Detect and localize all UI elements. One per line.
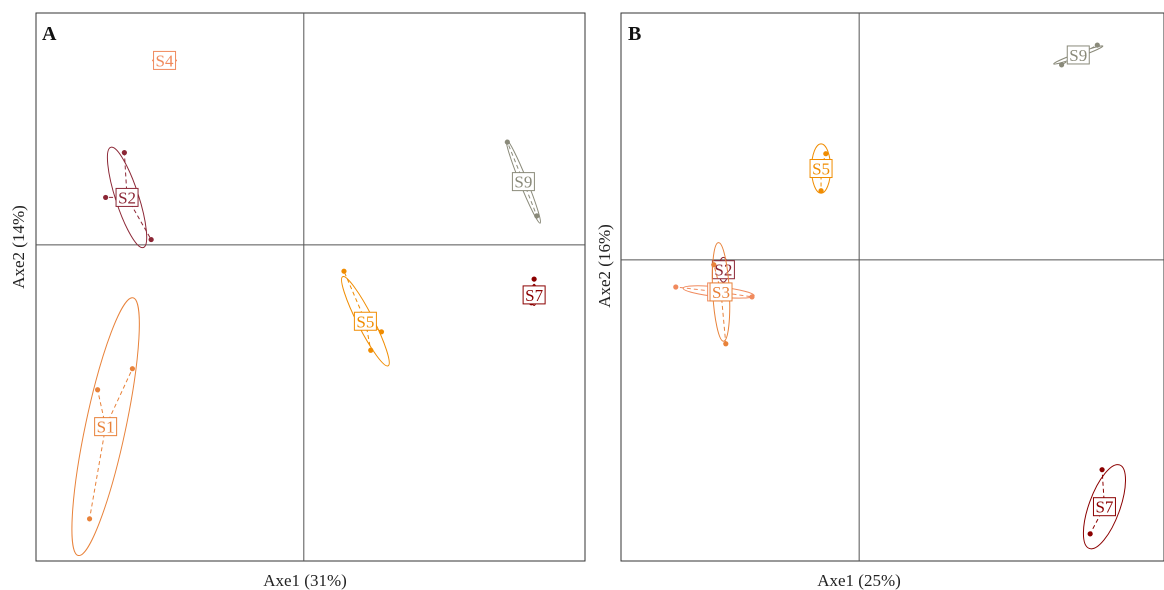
point-s9-0: [504, 139, 510, 145]
label-s9: S9: [1069, 46, 1087, 65]
label-s7: S7: [525, 286, 543, 305]
point-s7-2: [1087, 531, 1093, 537]
point-s2-0: [121, 150, 127, 156]
label-s1: S1: [97, 418, 115, 437]
point-s4-0: [673, 284, 679, 290]
point-s3-1: [723, 341, 729, 347]
label-box-s4: [153, 50, 177, 70]
label-box-s7: [1092, 497, 1116, 517]
y-axis-title-b: Axe2 (16%): [595, 224, 614, 308]
point-s5-1: [818, 188, 824, 194]
point-s7-0: [531, 276, 537, 282]
group-s9: S9: [504, 139, 542, 224]
label-s9: S9: [514, 173, 532, 192]
plot-frame-a: [35, 12, 586, 562]
point-s5-0: [341, 268, 347, 274]
spoke-s7-2: [1089, 506, 1105, 535]
group-s3: S3: [709, 242, 733, 347]
label-box-s3: [709, 282, 733, 302]
label-box-s5: [353, 311, 377, 331]
label-box-s1: [94, 417, 118, 437]
group-s9: S9: [1053, 42, 1104, 68]
spoke-s1-2: [89, 426, 107, 519]
spoke-s5-2: [364, 321, 372, 351]
point-s4-1: [749, 294, 755, 300]
panel-b: S9S5S2S4S3S7 B Axe1 (25%) Axe2 (16%): [595, 12, 1164, 590]
group-s5: S5: [809, 143, 833, 194]
group-s7: S7: [522, 276, 546, 306]
group-s1: S1: [71, 297, 140, 557]
point-s3-0: [711, 262, 717, 268]
x-axis-title-b: Axe1 (25%): [817, 571, 901, 590]
group-s2: S2: [103, 146, 154, 249]
point-s5-1: [378, 329, 385, 335]
y-axis-title-a: Axe2 (14%): [9, 205, 28, 289]
label-s4: S4: [156, 51, 174, 70]
plot-frame-b: [620, 12, 1164, 562]
label-box-s5: [809, 159, 833, 179]
ellipse-s7: [1082, 464, 1126, 550]
point-s1-0: [94, 387, 101, 393]
label-box-s9: [511, 172, 535, 192]
point-s5-2: [368, 347, 374, 353]
point-s2-2: [148, 236, 154, 243]
panel-label-b: B: [628, 23, 641, 45]
spoke-s9-1: [522, 181, 538, 217]
label-s2: S2: [118, 188, 136, 207]
point-s5-0: [823, 151, 829, 157]
point-s2-1: [103, 194, 109, 201]
panel-a: S4 S2 S9 S7 S5 S1 A Axe1 (31%) Axe2 (14%): [9, 12, 586, 590]
groups-b: S9S5S2S4S3S7: [673, 42, 1126, 550]
spoke-s3-0: [713, 264, 722, 293]
ellipse-s1: [71, 297, 140, 557]
group-s5: S5: [341, 268, 390, 367]
spoke-s4-1: [718, 291, 753, 298]
label-s5: S5: [356, 312, 374, 331]
point-s9-1: [534, 213, 540, 219]
spoke-s1-0: [97, 389, 107, 427]
groups-a: S4 S2 S9 S7 S5 S1: [71, 50, 546, 557]
panel-label-a: A: [42, 23, 57, 45]
point-s1-2: [86, 516, 93, 522]
label-box-s7: [522, 285, 546, 305]
spoke-s1-1: [105, 368, 133, 427]
label-s7: S7: [1095, 498, 1113, 517]
point-s7-0: [1099, 467, 1105, 473]
label-s3: S3: [712, 283, 730, 302]
group-s7: S7: [1082, 464, 1126, 550]
point-s1-1: [129, 366, 136, 372]
point-s9-0: [1058, 62, 1065, 68]
label-box-s9: [1066, 45, 1090, 65]
label-box-s2: [115, 187, 139, 207]
spoke-s7-0: [1101, 469, 1105, 507]
group-s4: S4: [151, 50, 178, 70]
label-s5: S5: [812, 160, 830, 179]
x-axis-title-a: Axe1 (31%): [263, 571, 347, 590]
point-s9-1: [1094, 42, 1100, 48]
